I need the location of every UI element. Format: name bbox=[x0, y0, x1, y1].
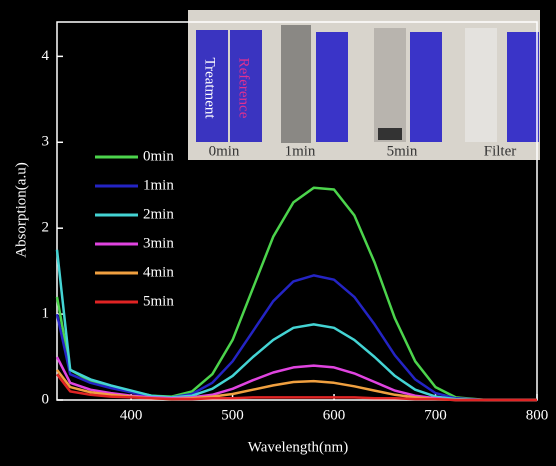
x-tick-label: 400 bbox=[120, 407, 143, 423]
x-tick-label: 600 bbox=[323, 407, 346, 423]
inset-label: Treatment bbox=[202, 57, 218, 119]
x-axis-label: Wavelength(nm) bbox=[248, 439, 348, 455]
plot-frame bbox=[56, 21, 538, 401]
series-line bbox=[55, 274, 537, 402]
legend-label: 2min bbox=[143, 206, 174, 222]
inset-label: 1min bbox=[285, 143, 316, 159]
y-tick-label: 4 bbox=[42, 48, 50, 64]
inset-label: Filter bbox=[484, 143, 517, 159]
inset-photo: Treatment Reference 0min 1min 5min Filte… bbox=[188, 10, 540, 160]
series-line bbox=[56, 373, 537, 402]
series-line bbox=[55, 249, 537, 402]
legend-label: 0min bbox=[143, 148, 174, 164]
sediment bbox=[378, 128, 402, 140]
cuvette bbox=[507, 32, 539, 142]
x-tick-label: 500 bbox=[221, 407, 244, 423]
cuvette bbox=[374, 28, 406, 142]
x-tick-label: 800 bbox=[526, 407, 549, 423]
cuvette bbox=[410, 32, 442, 142]
cuvette bbox=[281, 25, 311, 143]
y-tick-label: 3 bbox=[42, 134, 50, 150]
inset-label: Reference bbox=[236, 58, 252, 119]
x-tick-label: 700 bbox=[424, 407, 447, 423]
cuvette bbox=[465, 28, 497, 142]
cuvette bbox=[316, 32, 348, 142]
y-tick-label: 1 bbox=[42, 306, 50, 322]
cuvette bbox=[230, 30, 262, 142]
legend-label: 5min bbox=[143, 293, 174, 309]
legend-label: 3min bbox=[143, 235, 174, 251]
y-axis-label: Absorption(a.u) bbox=[13, 162, 29, 257]
inset-label: 0min bbox=[209, 143, 240, 159]
cuvette bbox=[196, 30, 228, 142]
inset-label: 5min bbox=[387, 143, 418, 159]
y-tick-label: 0 bbox=[42, 391, 50, 407]
y-tick-label: 2 bbox=[42, 220, 50, 236]
legend-label: 4min bbox=[143, 264, 174, 280]
legend-label: 1min bbox=[143, 177, 174, 193]
